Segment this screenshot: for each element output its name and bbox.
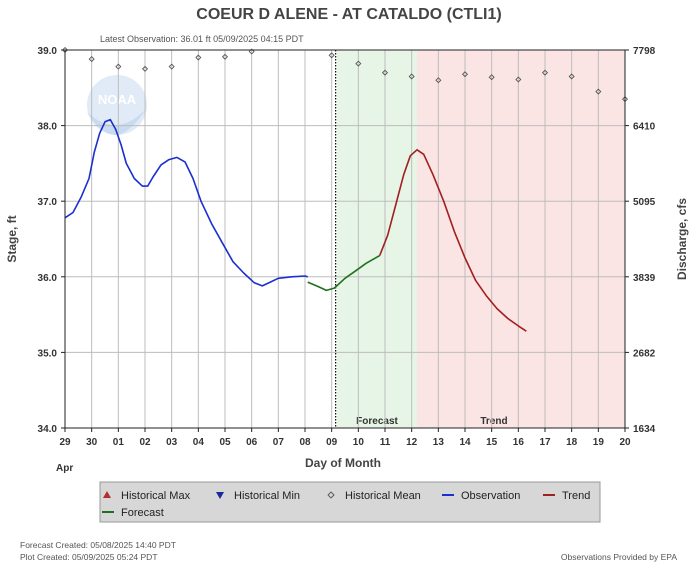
x-tick-label: 15 (486, 437, 498, 448)
historical-mean-point (88, 56, 95, 63)
historical-mean-point (168, 63, 175, 70)
legend-label: Historical Max (121, 490, 191, 502)
plot-frame (64, 49, 626, 429)
x-tick-label: 08 (299, 437, 311, 448)
series-layer (61, 46, 629, 428)
historical-mean-point (381, 69, 389, 76)
x-tick-label: 30 (86, 437, 98, 448)
grid-lines (65, 50, 625, 428)
x-tick-label: 11 (380, 437, 391, 448)
legend-label: Trend (562, 490, 590, 502)
latest-observation-text: Latest Observation: 36.01 ft 05/09/2025 … (100, 34, 304, 44)
legend-item-forecast: Forecast (102, 507, 164, 519)
historical-mean-point (408, 73, 415, 80)
legend-box (99, 481, 601, 523)
x-tick-label: 29 (59, 437, 71, 448)
y-tick-label: 37.0 (38, 197, 58, 208)
y2-tick-label: 2682 (633, 348, 656, 359)
x-tick-label: 05 (219, 437, 231, 448)
y-axis-label: Stage, ft (5, 215, 19, 262)
historical-mean-point (248, 48, 255, 55)
legend-item-historical-max: Historical Max (103, 490, 191, 502)
noaa-logo-text: NOAA (98, 92, 137, 107)
x-tick-label: 12 (406, 437, 418, 448)
triangle-down-icon (216, 492, 224, 499)
y2-tick-label: 6410 (633, 122, 656, 133)
legend: Historical Max Historical Min Historical M… (99, 481, 601, 523)
y2-tick-label: 3839 (633, 273, 656, 284)
chart-title: COEUR D ALENE - AT CATALDO (CTLI1) (196, 6, 501, 23)
y-tick-label: 36.0 (38, 273, 58, 284)
legend-item-observation: Observation (442, 490, 520, 502)
x-tick-label: 19 (593, 437, 605, 448)
legend-label: Historical Min (234, 490, 300, 502)
noaa-logo-circle (87, 75, 147, 135)
legend-item-historical-mean: Historical Mean (327, 490, 421, 502)
historical-mean-point (141, 65, 149, 72)
historical-mean-point (355, 60, 362, 67)
x-tick-label: 20 (619, 437, 631, 448)
x-tick-label: 09 (326, 437, 338, 448)
historical-mean-point (461, 71, 469, 78)
x-tick-label: 06 (246, 437, 258, 448)
legend-item-trend: Trend (543, 490, 590, 502)
x-tick-label: 14 (459, 437, 471, 448)
y2-tick-label: 5095 (633, 197, 656, 208)
provider-text: Observations Provided by EPA (561, 552, 677, 562)
triangle-up-icon (103, 491, 111, 498)
month-label: Apr (56, 463, 73, 474)
x-tick-label: 18 (566, 437, 578, 448)
x-tick-label: 03 (166, 437, 178, 448)
plot-created-text: Plot Created: 05/09/2025 05:24 PDT (20, 552, 158, 562)
y2-axis-label: Discharge, cfs (675, 198, 689, 280)
trend-region (417, 50, 625, 428)
x-tick-label: 02 (139, 437, 151, 448)
historical-mean-point (221, 53, 229, 60)
legend-item-historical-min: Historical Min (216, 490, 300, 502)
historical-mean-point (595, 88, 602, 95)
historical-mean-point (328, 52, 335, 59)
x-tick-label: 17 (539, 437, 551, 448)
x-tick-label: 04 (193, 437, 205, 448)
historical-mean-point (488, 74, 495, 81)
trend-region-label: Trend (480, 416, 507, 427)
y2-tick-label: 1634 (633, 424, 656, 435)
legend-label: Observation (461, 490, 520, 502)
historical-mean-point (515, 76, 522, 83)
axis-ticks: 29 30 01 02 03 04 05 06 07 08 09 10 11 12 13 14 15 16 17 18… (38, 46, 656, 448)
forecast-region-label: Forecast (356, 416, 398, 427)
historical-mean-point (568, 73, 575, 80)
forecast-region (337, 50, 417, 428)
x-tick-label: 10 (353, 437, 365, 448)
y-tick-label: 34.0 (38, 424, 58, 435)
historical-mean-point (435, 77, 442, 84)
historical-mean-point (195, 54, 202, 61)
legend-label: Historical Mean (345, 490, 421, 502)
y-tick-label: 35.0 (38, 348, 58, 359)
observation-line (64, 118, 308, 287)
y-tick-label: 39.0 (38, 46, 58, 57)
x-tick-label: 01 (113, 437, 125, 448)
forecast-trend-regions: Forecast Trend (337, 50, 625, 428)
historical-mean-point (541, 69, 549, 76)
diamond-icon (327, 491, 335, 499)
forecast-created-text: Forecast Created: 05/08/2025 14:40 PDT (20, 540, 176, 550)
forecast-line (307, 254, 381, 292)
y-tick-label: 38.0 (38, 122, 58, 133)
legend-label: Forecast (121, 507, 164, 519)
x-tick-label: 16 (513, 437, 525, 448)
historical-mean-point (115, 63, 122, 70)
x-tick-label: 07 (273, 437, 285, 448)
x-axis-label: Day of Month (305, 456, 381, 470)
x-tick-label: 13 (433, 437, 445, 448)
y2-tick-label: 7798 (633, 46, 656, 57)
trend-line (378, 149, 527, 332)
